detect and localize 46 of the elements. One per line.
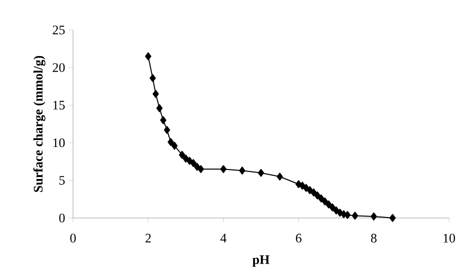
x-tick-label: 10 — [444, 234, 455, 243]
x-tick-label: 8 — [371, 234, 377, 243]
point — [164, 126, 170, 134]
point — [152, 90, 159, 98]
x-axis-title: pH — [252, 255, 270, 267]
point — [182, 154, 189, 163]
y-tick-label: 5 — [59, 176, 65, 185]
point — [258, 168, 264, 177]
y-tick-label: 0 — [59, 214, 65, 222]
x-tick-label: 2 — [146, 234, 151, 242]
point — [160, 116, 166, 124]
point — [322, 197, 328, 206]
point — [220, 165, 227, 174]
point — [150, 74, 156, 82]
x-tick-label: 4 — [220, 234, 226, 242]
point — [190, 159, 196, 168]
point — [178, 150, 186, 159]
point — [168, 138, 174, 146]
point — [186, 156, 193, 165]
x-tick-label: 0 — [70, 234, 76, 243]
point — [370, 212, 377, 220]
point — [145, 52, 152, 60]
point — [299, 182, 306, 190]
point — [329, 203, 336, 212]
y-tick-label: 20 — [52, 63, 65, 72]
y-axis-title: Surface charge (mmol/g) — [33, 56, 46, 192]
point — [171, 142, 178, 150]
point — [156, 104, 163, 112]
point — [314, 191, 321, 200]
point — [276, 172, 283, 181]
point — [302, 184, 310, 192]
y-tick-label: 25 — [52, 26, 65, 34]
point — [310, 188, 317, 196]
x-tick-label: 6 — [296, 234, 302, 243]
point — [389, 214, 396, 222]
point — [326, 200, 332, 208]
y-tick-label: 15 — [53, 100, 65, 110]
point — [352, 212, 358, 220]
point — [344, 210, 351, 219]
point — [333, 206, 340, 214]
point — [239, 166, 246, 175]
point — [194, 162, 200, 171]
point — [306, 186, 314, 194]
point — [318, 194, 324, 202]
y-tick-label: 10 — [53, 138, 65, 148]
point — [198, 165, 204, 174]
